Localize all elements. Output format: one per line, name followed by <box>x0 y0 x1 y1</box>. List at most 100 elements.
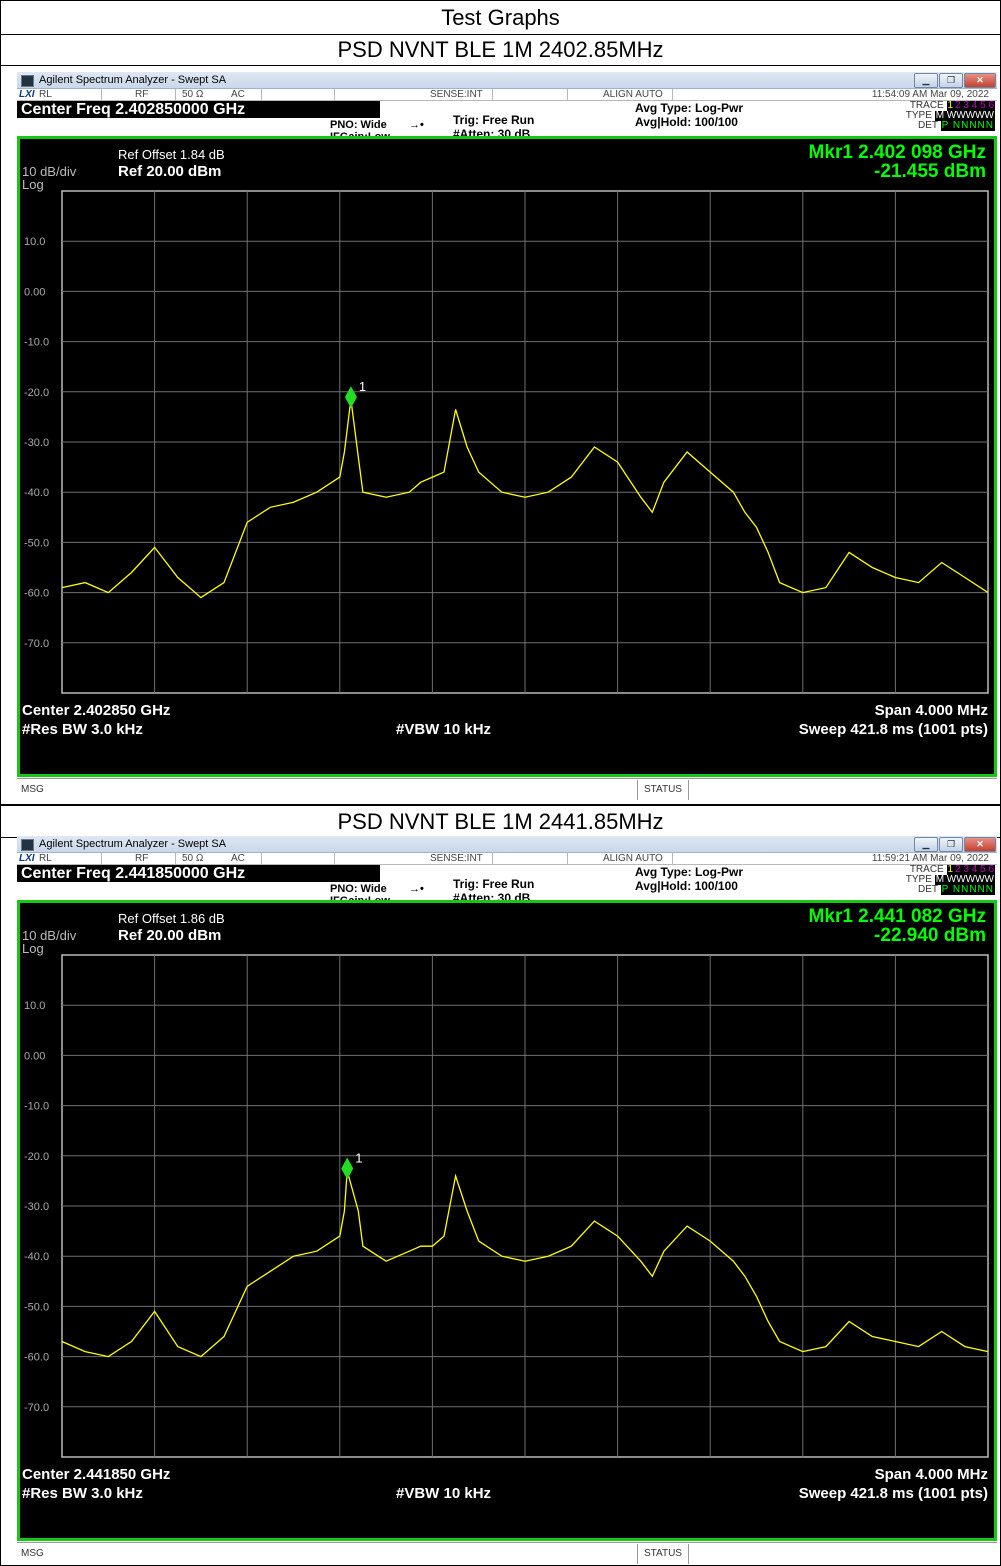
avg-hold-setting: Avg|Hold: 100/100 <box>635 879 738 893</box>
settings-panel: Center Freq 2.441850000 GHz PNO: Wide IF… <box>17 865 997 907</box>
status-label[interactable]: STATUS <box>637 1544 689 1564</box>
close-button[interactable]: ✕ <box>964 837 996 852</box>
trace-others: 2 3 4 5 6 <box>954 100 995 111</box>
msg-label: MSG <box>21 1548 44 1559</box>
marker-diamond-icon <box>344 386 357 409</box>
msg-label: MSG <box>21 784 44 795</box>
instrument-status-row: LXI RL RF 50 Ω AC SENSE:INT ALIGN AUTO 1… <box>17 853 997 865</box>
avg-type-setting: Avg Type: Log-Pwr <box>635 101 743 115</box>
trace-label: TRACE <box>909 100 944 111</box>
minimize-icon: ▁ <box>922 75 930 85</box>
message-bar: MSG STATUS <box>17 1542 997 1565</box>
y-tick-label: 10.0 <box>24 236 45 248</box>
det-label: DET <box>918 120 938 131</box>
minimize-icon: ▁ <box>922 839 930 849</box>
marker-diamond-icon <box>341 1157 354 1180</box>
window-title: Agilent Spectrum Analyzer - Swept SA <box>39 74 227 86</box>
coupling-indicator: AC <box>231 89 245 100</box>
type-value: M WWWWW <box>934 874 995 885</box>
trace-label: TRACE <box>909 864 944 875</box>
res-bw-label: #Res BW 3.0 kHz <box>22 721 143 738</box>
y-tick-label: -10.0 <box>24 337 49 349</box>
sweep-label: Sweep 421.8 ms (1001 pts) <box>799 1485 988 1502</box>
y-tick-label: -20.0 <box>24 1151 49 1163</box>
ref-offset: Ref Offset 1.86 dB <box>118 911 225 926</box>
marker-freq: Mkr1 2.441 082 GHz <box>809 906 986 927</box>
y-tick-label: -20.0 <box>24 387 49 399</box>
section-heading-2: PSD NVNT BLE 1M 2441.85MHz <box>0 805 1001 838</box>
section-heading-1: PSD NVNT BLE 1M 2402.85MHz <box>0 34 1001 66</box>
scale-type: Log <box>22 941 44 956</box>
spectrum-plot: Ref Offset 1.86 dB Ref 20.00 dBm 10 dB/d… <box>22 906 989 1502</box>
det-value: P NNNNN <box>940 884 995 895</box>
det-label: DET <box>918 884 938 895</box>
y-tick-label: -30.0 <box>24 437 49 449</box>
avg-hold-setting: Avg|Hold: 100/100 <box>635 115 738 129</box>
trigger-arrow-icon: →• <box>409 119 424 131</box>
minimize-button[interactable]: ▁ <box>914 73 938 88</box>
rf-indicator: RF <box>135 853 149 864</box>
analyzer-screen[interactable]: Ref Offset 1.84 dB Ref 20.00 dBm 10 dB/d… <box>17 136 997 777</box>
scale-per-div: 10 dB/div <box>22 928 77 943</box>
spectrum-analyzer-app-icon <box>21 839 34 851</box>
y-tick-label: -50.0 <box>24 537 49 549</box>
vbw-label: #VBW 10 kHz <box>396 721 491 738</box>
type-label: TYPE <box>905 874 932 885</box>
datetime-indicator: 11:59:21 AM Mar 09, 2022 <box>871 853 989 864</box>
impedance-indicator: 50 Ω <box>182 853 204 864</box>
ref-level: Ref 20.00 dBm <box>118 163 221 180</box>
datetime-indicator: 11:54:09 AM Mar 09, 2022 <box>871 89 989 100</box>
minimize-button[interactable]: ▁ <box>914 837 938 852</box>
rf-indicator: RF <box>135 89 149 100</box>
center-freq-readout[interactable]: Center Freq 2.402850000 GHz <box>17 101 380 118</box>
status-label[interactable]: STATUS <box>637 780 689 800</box>
close-icon: ✕ <box>976 75 984 85</box>
center-freq-readout[interactable]: Center Freq 2.441850000 GHz <box>17 865 380 882</box>
y-tick-label: 0.00 <box>24 1050 45 1062</box>
trace-others: 2 3 4 5 6 <box>954 864 995 875</box>
marker-level: -22.940 dBm <box>874 925 986 946</box>
span-label: Span 4.000 MHz <box>875 702 988 719</box>
sense-indicator: SENSE:INT <box>430 89 483 100</box>
spectrum-analyzer-window-1: Agilent Spectrum Analyzer - Swept SA ▁ ❐… <box>17 72 997 801</box>
restore-button[interactable]: ❐ <box>939 837 963 852</box>
ref-level: Ref 20.00 dBm <box>118 927 221 944</box>
y-tick-label: -60.0 <box>24 588 49 600</box>
y-tick-label: -60.0 <box>24 1352 49 1364</box>
impedance-indicator: 50 Ω <box>182 89 204 100</box>
span-label: Span 4.000 MHz <box>875 1466 988 1483</box>
y-tick-label: 10.0 <box>24 1000 45 1012</box>
res-bw-label: #Res BW 3.0 kHz <box>22 1485 143 1502</box>
type-value: M WWWWW <box>934 110 995 121</box>
trace-active: 1 <box>946 864 955 875</box>
settings-panel: Center Freq 2.402850000 GHz PNO: Wide IF… <box>17 101 997 143</box>
window-title: Agilent Spectrum Analyzer - Swept SA <box>39 838 227 850</box>
restore-icon: ❐ <box>946 839 956 849</box>
pno-setting: PNO: Wide <box>330 119 387 131</box>
close-icon: ✕ <box>976 839 984 849</box>
trig-setting: Trig: Free Run <box>453 113 535 127</box>
pno-setting: PNO: Wide <box>330 883 387 895</box>
lxi-badge: LXI <box>19 89 35 100</box>
rl-indicator: RL <box>39 853 52 864</box>
marker-level: -21.455 dBm <box>874 161 986 182</box>
det-value: P NNNNN <box>940 120 995 131</box>
spectrum-trace <box>61 1170 989 1358</box>
coupling-indicator: AC <box>231 853 245 864</box>
window-titlebar[interactable]: Agilent Spectrum Analyzer - Swept SA ▁ ❐… <box>17 836 997 853</box>
scale-type: Log <box>22 177 44 192</box>
restore-icon: ❐ <box>946 75 956 85</box>
vbw-label: #VBW 10 kHz <box>396 1485 491 1502</box>
close-button[interactable]: ✕ <box>964 73 996 88</box>
spectrum-analyzer-window-2: Agilent Spectrum Analyzer - Swept SA ▁ ❐… <box>17 836 997 1565</box>
window-titlebar[interactable]: Agilent Spectrum Analyzer - Swept SA ▁ ❐… <box>17 72 997 89</box>
spectrum-trace <box>61 399 989 599</box>
y-tick-label: -70.0 <box>24 638 49 650</box>
analyzer-screen[interactable]: Ref Offset 1.86 dB Ref 20.00 dBm 10 dB/d… <box>17 900 997 1541</box>
report-title: Test Graphs <box>0 0 1001 35</box>
lxi-badge: LXI <box>19 853 35 864</box>
message-bar: MSG STATUS <box>17 778 997 801</box>
restore-button[interactable]: ❐ <box>939 73 963 88</box>
